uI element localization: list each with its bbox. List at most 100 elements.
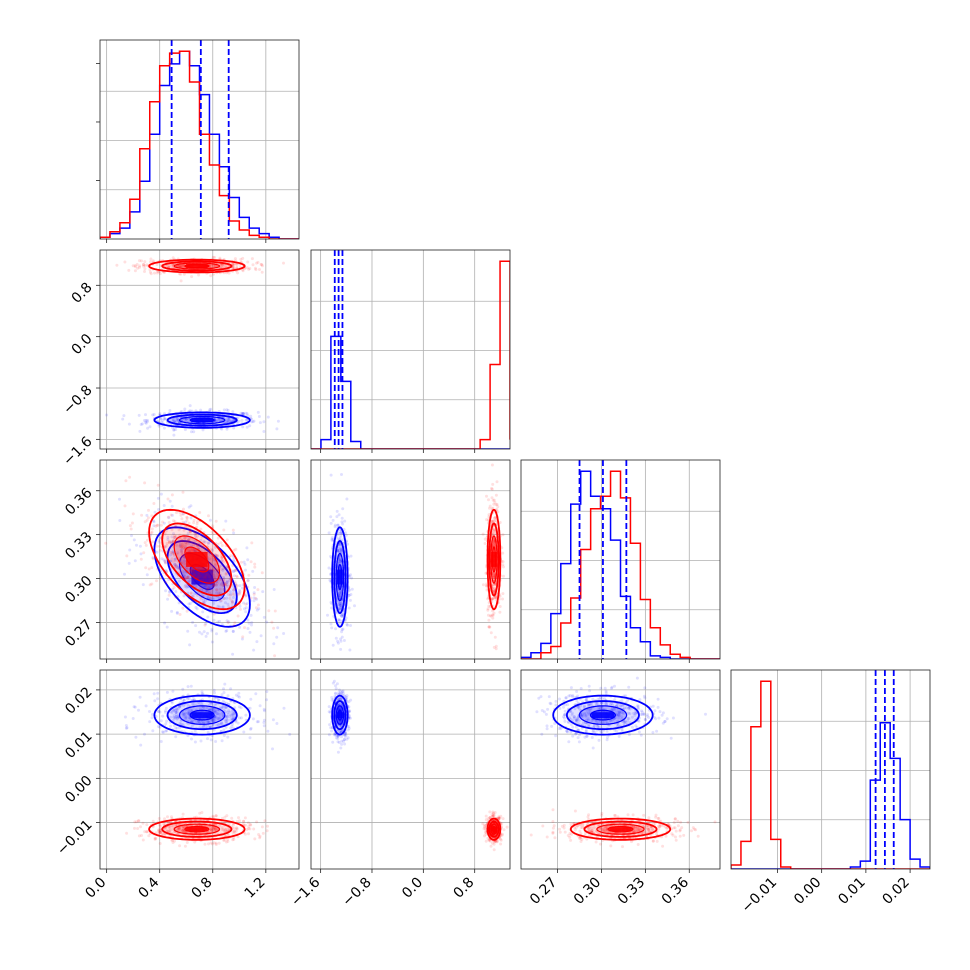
scatter-point (282, 261, 285, 265)
scatter-point (220, 555, 224, 559)
scatter-point (329, 473, 333, 477)
scatter-point (236, 694, 240, 698)
scatter-point (247, 573, 251, 577)
scatter-point (232, 624, 236, 627)
scatter-point (171, 709, 175, 713)
scatter-point (232, 829, 236, 833)
scatter-point (159, 831, 163, 834)
scatter-point (210, 719, 213, 722)
scatter-point (336, 523, 340, 527)
scatter-point (139, 557, 143, 561)
scatter-point (214, 588, 218, 592)
scatter-point (336, 618, 340, 622)
scatter-point (219, 582, 223, 586)
y-tick-label: −0.01 (54, 817, 96, 859)
scatter-point (246, 558, 250, 562)
scatter-point (329, 726, 333, 730)
scatter-point (231, 266, 235, 270)
scatter-point (218, 256, 222, 260)
scatter-point (338, 619, 341, 623)
scatter-point (247, 824, 251, 828)
scatter-point (173, 563, 177, 566)
scatter-point (339, 557, 342, 561)
scatter-point (138, 264, 142, 268)
scatter-point (232, 548, 236, 552)
scatter-point (248, 827, 252, 831)
histogram-blue-series (521, 470, 720, 659)
scatter-point (190, 737, 193, 741)
scatter-point (249, 414, 253, 418)
scatter-point (348, 598, 352, 602)
scatter-point (169, 540, 173, 544)
scatter-point (167, 593, 171, 597)
panel-2-2 (520, 459, 721, 663)
scatter-point (210, 589, 214, 592)
scatter-point (333, 525, 337, 529)
scatter-point (276, 419, 280, 423)
scatter-point (167, 541, 171, 545)
scatter-point (190, 275, 194, 279)
scatter-point (181, 687, 185, 691)
scatter-point (487, 604, 491, 608)
scatter-point (172, 539, 175, 542)
scatter-point (231, 712, 235, 716)
scatter-point (484, 814, 488, 818)
scatter-point (493, 542, 497, 545)
scatter-point (131, 512, 135, 516)
scatter-point (203, 540, 207, 544)
scatter-point (169, 715, 173, 719)
scatter-point (208, 408, 212, 412)
scatter-point (176, 823, 180, 827)
scatter-point (336, 550, 340, 554)
scatter-point (336, 750, 340, 754)
scatter-point (167, 826, 171, 830)
scatter-point (260, 571, 264, 575)
scatter-point (207, 541, 211, 545)
scatter-point (213, 264, 217, 268)
scatter-point (185, 518, 189, 522)
scatter-point (492, 574, 496, 578)
scatter-point (158, 272, 162, 276)
scatter-point (150, 566, 154, 570)
scatter-point (181, 812, 185, 816)
scatter-point (490, 487, 493, 490)
scatter-point (210, 547, 213, 551)
scatter-point (171, 559, 175, 563)
scatter-point (211, 723, 215, 727)
scatter-point (174, 563, 178, 567)
scatter-point (235, 263, 239, 267)
scatter-point (484, 830, 488, 834)
scatter-point (486, 836, 490, 840)
panel-content (100, 670, 299, 869)
scatter-point (178, 826, 182, 830)
scatter-point (226, 735, 230, 739)
scatter-point (238, 716, 241, 720)
scatter-point (162, 558, 166, 562)
scatter-point (498, 610, 502, 614)
scatter-point (212, 272, 215, 276)
scatter-point (225, 427, 229, 431)
scatter-point (497, 816, 501, 820)
scatter-point (337, 691, 341, 695)
scatter-point (174, 711, 178, 715)
scatter-point (339, 531, 343, 535)
scatter-point (271, 718, 275, 722)
scatter-point (133, 705, 137, 709)
scatter-point (143, 260, 147, 264)
scatter-point (250, 623, 253, 627)
scatter-point (136, 827, 140, 830)
scatter-point (167, 540, 171, 543)
scatter-point (214, 843, 218, 846)
scatter-point (133, 269, 137, 273)
scatter-point (212, 709, 216, 713)
scatter-point (231, 629, 235, 633)
scatter-point (144, 418, 148, 422)
scatter-point (353, 604, 356, 608)
scatter-point (190, 702, 194, 706)
scatter-point (186, 575, 190, 579)
scatter-point (249, 726, 253, 730)
scatter-point (243, 562, 247, 566)
scatter-point (221, 584, 225, 588)
scatter-point (338, 707, 341, 711)
scatter-point (176, 566, 180, 570)
